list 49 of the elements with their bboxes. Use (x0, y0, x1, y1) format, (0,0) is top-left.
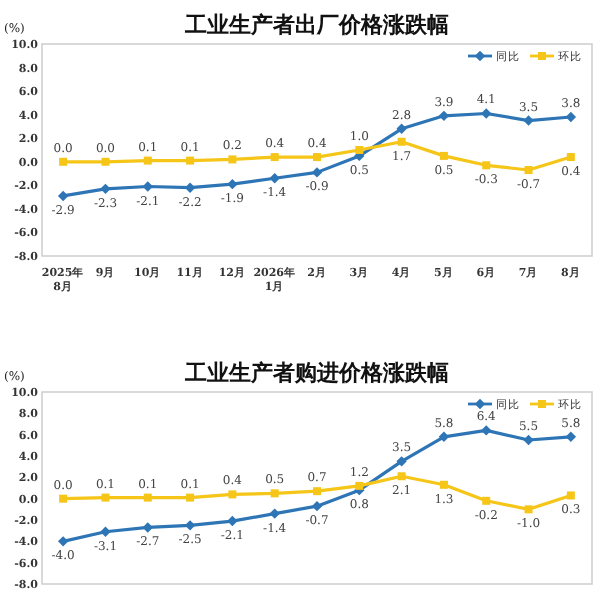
point (57, 190, 69, 202)
point (313, 153, 321, 162)
point (396, 123, 407, 134)
point (397, 472, 406, 481)
point (438, 431, 450, 442)
point (59, 494, 68, 503)
point (101, 493, 110, 502)
point (186, 493, 195, 502)
point (57, 536, 69, 547)
point (270, 153, 279, 162)
point (397, 137, 406, 146)
point (100, 526, 111, 537)
point (59, 157, 68, 166)
point (142, 522, 153, 533)
point (143, 493, 152, 502)
point (481, 425, 492, 436)
point (523, 434, 534, 446)
point (565, 431, 577, 442)
point (524, 505, 533, 514)
point (523, 115, 534, 126)
chart-title: 工业生产者出厂价格涨跌幅 (183, 12, 449, 38)
point (565, 111, 577, 123)
point (269, 173, 280, 184)
point (482, 161, 491, 170)
point (311, 167, 323, 178)
point (228, 490, 237, 499)
point (100, 183, 111, 195)
point (439, 151, 448, 160)
point (270, 489, 279, 498)
point (228, 155, 237, 164)
point (143, 156, 152, 165)
point (142, 181, 153, 192)
point (396, 456, 407, 467)
point (227, 515, 238, 527)
chart-title: 工业生产者购进价格涨跌幅 (183, 360, 449, 386)
point (355, 146, 364, 154)
point (566, 153, 575, 162)
point (566, 491, 575, 500)
point (482, 496, 491, 505)
point (186, 156, 195, 165)
point (439, 480, 448, 489)
point (524, 166, 533, 175)
point (101, 157, 110, 166)
point (313, 487, 321, 496)
point (269, 508, 280, 519)
point (227, 178, 238, 190)
point (311, 500, 323, 512)
point (481, 108, 492, 119)
point (355, 481, 364, 490)
